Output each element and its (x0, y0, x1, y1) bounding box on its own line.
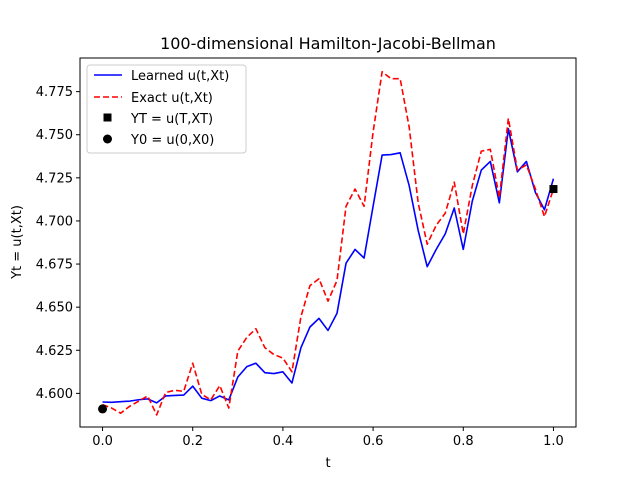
y-tick-label: 4.725 (36, 171, 73, 186)
y-axis-label: Yt = u(t,Xt) (10, 205, 25, 280)
x-tick-label: 0.6 (363, 434, 384, 449)
series-line-learned (102, 127, 555, 404)
marker-layer (98, 185, 558, 414)
plot-area (79, 57, 577, 428)
marker-yt-square (549, 185, 558, 194)
axes-frame (79, 57, 577, 428)
y-tick-label: 4.775 (36, 85, 73, 100)
legend: Learned u(t,Xt) Exact u(t,Xt) YT = u(T,X… (86, 64, 247, 154)
y-tick-label: 4.700 (36, 214, 73, 229)
chart-title: 100-dimensional Hamilton-Jacobi-Bellman (160, 34, 496, 53)
series-layer (102, 70, 555, 416)
x-tick-label: 0.4 (273, 434, 294, 449)
marker-y0-circle (98, 404, 108, 414)
legend-label-learned: Learned u(t,Xt) (131, 69, 229, 84)
legend-marker-square (103, 113, 112, 122)
y-tick-label: 4.625 (36, 344, 73, 359)
y-tick-label: 4.750 (36, 128, 73, 143)
legend-label-y0: Y0 = u(0,X0) (130, 133, 214, 148)
x-axis-label: t (325, 456, 330, 471)
x-tick-label: 1.0 (543, 434, 564, 449)
x-axis-ticks: 0.0 0.2 0.4 0.6 0.8 1.0 (92, 427, 564, 449)
y-tick-label: 4.675 (36, 258, 73, 273)
legend-label-yt: YT = u(T,XT) (130, 112, 213, 127)
x-tick-label: 0.2 (182, 434, 203, 449)
y-tick-label: 4.600 (36, 387, 73, 402)
y-tick-label: 4.650 (36, 301, 73, 316)
x-tick-label: 0.0 (92, 434, 113, 449)
series-line-exact (102, 70, 555, 416)
x-tick-label: 0.8 (453, 434, 474, 449)
legend-label-exact: Exact u(t,Xt) (131, 91, 213, 106)
legend-box (86, 64, 247, 154)
y-axis-ticks: 4.600 4.625 4.650 4.675 4.700 4.725 4.750 4.775 (36, 85, 80, 402)
legend-marker-circle (103, 134, 112, 144)
